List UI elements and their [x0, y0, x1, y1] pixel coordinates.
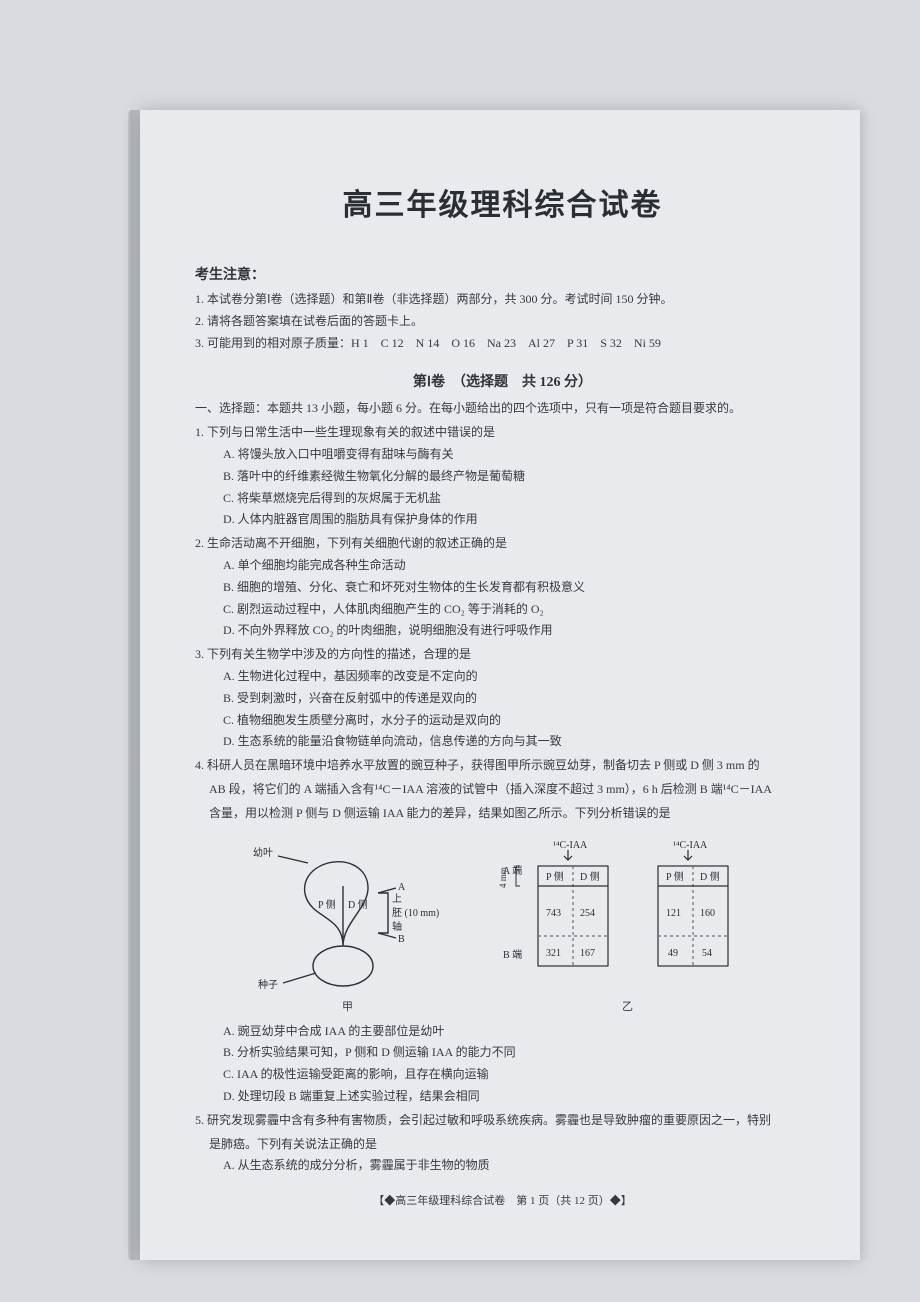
- label-youye: 幼叶: [253, 846, 273, 859]
- choice: A. 从生态系统的成分分析，雾霾属于非生物的物质: [223, 1156, 810, 1176]
- val: 54: [702, 948, 712, 959]
- val: 321: [546, 948, 561, 959]
- choice: C. IAA 的极性运输受距离的影响，且存在横向运输: [223, 1065, 810, 1085]
- choice: B. 落叶中的纤维素经微生物氧化分解的最终产物是葡萄糖: [223, 467, 810, 487]
- seedling-diagram-icon: 幼叶 P 侧 D 侧 A 上 胚 (10 mm) 轴 B 种子: [248, 838, 448, 998]
- label-shangbo: 胚 (10 mm): [392, 907, 439, 919]
- label-d: D 侧: [700, 870, 720, 883]
- q1-choices: A. 将馒头放入口中咀嚼变得有甜味与酶有关 B. 落叶中的纤维素经微生物氧化分解…: [195, 445, 810, 530]
- page-title: 高三年级理科综合试卷: [195, 180, 810, 224]
- label-b: B: [398, 934, 405, 945]
- q2-stem: 2. 生命活动离不开细胞，下列有关细胞代谢的叙述正确的是: [195, 534, 810, 554]
- q4-figures: 幼叶 P 侧 D 侧 A 上 胚 (10 mm) 轴 B 种子 甲 ¹⁴C-IA…: [195, 838, 810, 1014]
- label-d: D 侧: [580, 870, 600, 883]
- choice: B. 分析实验结果可知，P 侧和 D 侧运输 IAA 的能力不同: [223, 1043, 810, 1063]
- label-b-end: B 端: [503, 948, 522, 961]
- label-p: P 侧: [666, 870, 684, 883]
- fig-jia-caption: 甲: [248, 998, 448, 1014]
- choice: A. 豌豆幼芽中合成 IAA 的主要部位是幼叶: [223, 1022, 810, 1042]
- q4-stem: 4. 科研人员在黑暗环境中培养水平放置的豌豆种子，获得图甲所示豌豆幼芽，制备切去…: [195, 756, 810, 776]
- section-heading: 一、选择题：本题共 13 小题，每小题 6 分。在每小题给出的四个选项中，只有一…: [195, 399, 810, 419]
- label-d: D 侧: [348, 898, 368, 911]
- label-a-end: A 端: [503, 864, 522, 877]
- choice: A. 单个细胞均能完成各种生命活动: [223, 556, 810, 576]
- q2-choices: A. 单个细胞均能完成各种生命活动 B. 细胞的增殖、分化、衰亡和坏死对生物体的…: [195, 556, 810, 641]
- exam-page: 高三年级理科综合试卷 考生注意： 1. 本试卷分第Ⅰ卷（选择题）和第Ⅱ卷（非选择…: [140, 110, 860, 1260]
- notice-heading: 考生注意：: [195, 264, 810, 284]
- q5-stem: 是肺癌。下列有关说法正确的是: [195, 1135, 810, 1155]
- q4-stem: AB 段，将它们的 A 端插入含有¹⁴C－IAA 溶液的试管中（插入深度不超过 …: [195, 780, 810, 800]
- choice: C. 将柴草燃烧完后得到的灰烬属于无机盐: [223, 489, 810, 509]
- choice: A. 生物进化过程中，基因频率的改变是不定向的: [223, 667, 810, 687]
- q4-choices: A. 豌豆幼芽中合成 IAA 的主要部位是幼叶 B. 分析实验结果可知，P 侧和…: [195, 1022, 810, 1107]
- figure-jia: 幼叶 P 侧 D 侧 A 上 胚 (10 mm) 轴 B 种子 甲: [248, 838, 448, 1014]
- q4-stem: 含量，用以检测 P 侧与 D 侧运输 IAA 能力的差异，结果如图乙所示。下列分…: [195, 804, 810, 824]
- choice: D. 人体内脏器官周围的脂肪具有保护身体的作用: [223, 510, 810, 530]
- val: 167: [580, 948, 595, 959]
- label-iaa: ¹⁴C-IAA: [673, 840, 708, 851]
- q5-stem: 5. 研究发现雾霾中含有多种有害物质，会引起过敏和呼吸系统疾病。雾霾也是导致肿瘤…: [195, 1111, 810, 1131]
- notice-item: 2. 请将各题答案填在试卷后面的答题卡上。: [195, 312, 810, 332]
- q3-choices: A. 生物进化过程中，基因频率的改变是不定向的 B. 受到刺激时，兴奋在反射弧中…: [195, 667, 810, 752]
- val: 743: [546, 908, 561, 919]
- choice: C. 植物细胞发生质壁分离时，水分子的运动是双向的: [223, 711, 810, 731]
- section-title: 第Ⅰ卷 （选择题 共 126 分）: [195, 371, 810, 391]
- figure-yi: ¹⁴C-IAA ¹⁴C-IAA 4 mm: [498, 838, 758, 1014]
- choice: C. 剧烈运动过程中，人体肌肉细胞产生的 CO₂ 等于消耗的 O₂: [223, 600, 810, 620]
- val: 160: [700, 908, 715, 919]
- notice-item: 1. 本试卷分第Ⅰ卷（选择题）和第Ⅱ卷（非选择题）两部分，共 300 分。考试时…: [195, 290, 810, 310]
- choice: A. 将馒头放入口中咀嚼变得有甜味与酶有关: [223, 445, 810, 465]
- page-footer: 【◆高三年级理科综合试卷 第 1 页（共 12 页）◆】: [195, 1192, 810, 1210]
- choice: B. 受到刺激时，兴奋在反射弧中的传递是双向的: [223, 689, 810, 709]
- choice: D. 不向外界释放 CO₂ 的叶肉细胞，说明细胞没有进行呼吸作用: [223, 621, 810, 641]
- fig-yi-caption: 乙: [498, 998, 758, 1014]
- q3-stem: 3. 下列有关生物学中涉及的方向性的描述，合理的是: [195, 645, 810, 665]
- label-zhongzi: 种子: [258, 978, 278, 991]
- choice: B. 细胞的增殖、分化、衰亡和坏死对生物体的生长发育都有积极意义: [223, 578, 810, 598]
- q5-choices: A. 从生态系统的成分分析，雾霾属于非生物的物质: [195, 1156, 810, 1176]
- label-p: P 侧: [318, 898, 336, 911]
- q1-stem: 1. 下列与日常生活中一些生理现象有关的叙述中错误的是: [195, 423, 810, 443]
- val: 49: [668, 948, 678, 959]
- label-iaa: ¹⁴C-IAA: [553, 840, 588, 851]
- label-shang: 上: [392, 893, 402, 905]
- label-zhou: 轴: [392, 920, 402, 933]
- notice-item: 3. 可能用到的相对原子质量：H 1 C 12 N 14 O 16 Na 23 …: [195, 334, 810, 354]
- label-a: A: [398, 882, 406, 893]
- val: 254: [580, 908, 595, 919]
- choice: D. 处理切段 B 端重复上述实验过程，结果会相同: [223, 1087, 810, 1107]
- iaa-result-diagram-icon: ¹⁴C-IAA ¹⁴C-IAA 4 mm: [498, 838, 758, 998]
- label-p: P 侧: [546, 870, 564, 883]
- val: 121: [666, 908, 681, 919]
- choice: D. 生态系统的能量沿食物链单向流动，信息传递的方向与其一致: [223, 732, 810, 752]
